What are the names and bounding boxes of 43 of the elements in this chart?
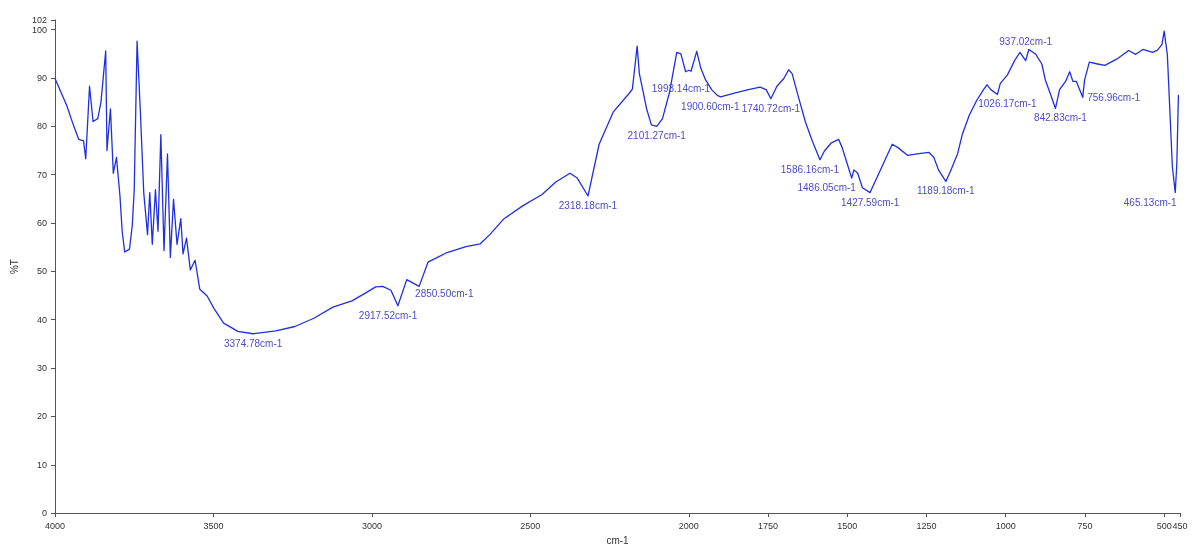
annotation: 2101.27cm-1 (627, 130, 687, 142)
y-tick-label: 20 (36, 411, 47, 422)
annotation: 1427.59cm-1 (841, 196, 900, 208)
annotation: 1586.16cm-1 (780, 163, 840, 175)
annotation: 2917.52cm-1 (358, 309, 418, 321)
x-tick-label: 500 (1156, 520, 1172, 531)
y-tick-label: 40 (36, 314, 47, 325)
line-series (54, 30, 1180, 335)
y-tick-label: 102 (31, 15, 47, 25)
y-tick-label: 70 (36, 169, 47, 180)
y-tick-label: 80 (36, 121, 47, 132)
annotation: 937.02cm-1 (999, 35, 1053, 47)
annotation: 1900.60cm-1 (681, 100, 740, 112)
x-tick-label: 3000 (361, 520, 382, 531)
y-tick-label: 60 (36, 218, 47, 229)
annotation: 3374.78cm-1 (223, 337, 283, 349)
annotation: 1486.05cm-1 (797, 182, 857, 194)
y-tick-label: 30 (36, 363, 47, 374)
x-tick-label: 2500 (520, 520, 541, 531)
y-axis-title: %T (8, 259, 20, 275)
annotation: 465.13cm-1 (1123, 196, 1178, 208)
annotation: 2318.18cm-1 (558, 199, 618, 211)
y-tick-label: 100 (31, 24, 47, 35)
annotation: 2850.50cm-1 (415, 288, 474, 300)
y-tick-label: 10 (36, 459, 47, 470)
x-tick-label: 450 (1172, 520, 1188, 531)
x-tick-label: 750 (1077, 520, 1093, 531)
x-tick-label: 1500 (837, 520, 858, 531)
annotation: 1026.17cm-1 (978, 98, 1038, 110)
annotation: 1189.18cm-1 (916, 185, 975, 197)
x-tick-label: 2000 (678, 520, 699, 531)
y-tick-label: 50 (36, 266, 47, 277)
x-axis-title: cm-1 (606, 534, 630, 546)
x-tick-label: 4000 (44, 520, 66, 531)
annotation: 756.96cm-1 (1087, 91, 1141, 103)
x-tick-label: 1000 (995, 520, 1016, 531)
x-tick-label: 3500 (203, 520, 224, 531)
annotation: 1740.72cm-1 (741, 102, 801, 114)
y-tick-label: 0 (41, 508, 47, 519)
x-tick-label: 1250 (916, 520, 937, 531)
y-tick-label: 90 (36, 73, 47, 84)
annotation: 842.83cm-1 (1034, 112, 1088, 124)
x-tick-label: 1750 (758, 520, 779, 531)
